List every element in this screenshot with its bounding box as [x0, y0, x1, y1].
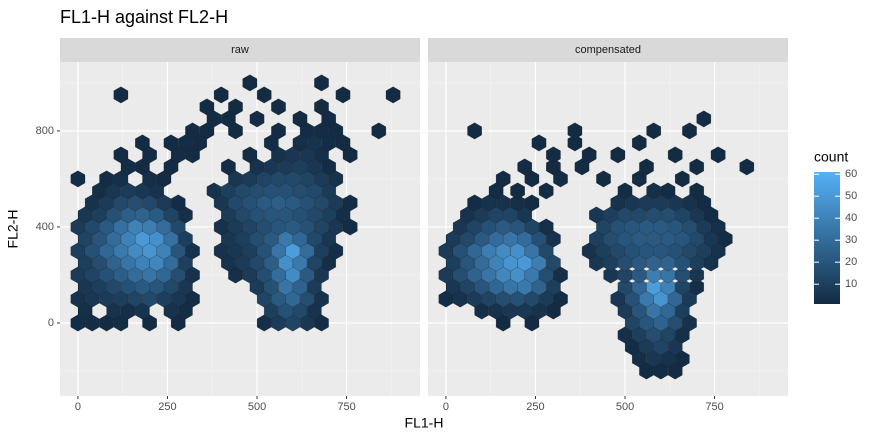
hex-bin	[271, 98, 286, 116]
strip-label: compensated	[575, 44, 641, 56]
hex-bin	[371, 122, 387, 140]
hex-bin	[170, 194, 186, 212]
x-tick-label: 250	[158, 401, 176, 413]
hex-bin	[524, 194, 540, 212]
hex-bin	[199, 98, 215, 116]
x-tick-label: 750	[337, 401, 355, 413]
hex-bin	[689, 278, 704, 296]
y-axis-title: FL2-H	[5, 210, 21, 249]
hex-bin	[632, 134, 647, 152]
legend-title: count	[814, 149, 848, 165]
hex-bin	[517, 158, 532, 176]
hex-bin	[163, 134, 179, 152]
y-tick-label: 400	[36, 221, 54, 233]
hex-bin	[567, 134, 583, 152]
hex-bin	[538, 218, 554, 236]
hex-bin	[113, 146, 129, 164]
hex-bin	[228, 98, 243, 116]
hex-bin	[739, 158, 755, 176]
y-tick-label: 0	[48, 317, 54, 329]
x-tick-label: 500	[248, 401, 266, 413]
hex-bin	[675, 278, 690, 296]
hex-bin	[242, 74, 258, 92]
x-tick-label: 250	[526, 401, 544, 413]
hex-bin	[335, 86, 351, 104]
hex-bin	[610, 146, 626, 164]
legend-tick-label: 30	[845, 234, 857, 246]
hex-bin	[632, 278, 647, 296]
hex-bin	[242, 146, 258, 164]
hex-bin	[292, 110, 308, 128]
hex-bin	[689, 158, 704, 176]
x-axis-title: FL1-H	[405, 415, 444, 431]
hex-bin	[675, 170, 690, 188]
panel	[60, 62, 420, 396]
legend-tick-label: 50	[845, 190, 857, 202]
x-tick-label: 0	[75, 401, 81, 413]
legend-tick-label: 60	[845, 168, 857, 180]
hex-bin	[689, 182, 704, 200]
hex-bin	[510, 182, 525, 200]
hex-bin	[249, 110, 265, 128]
hex-bin	[646, 122, 661, 140]
hex-bin	[113, 86, 129, 104]
hex-bin	[567, 122, 583, 140]
panel	[428, 62, 788, 396]
hex-bin	[531, 134, 547, 152]
hex-bin	[689, 266, 704, 284]
hex-bin	[596, 170, 611, 188]
hex-bin	[581, 146, 597, 164]
hex-bin	[696, 110, 712, 128]
hex-bin	[135, 134, 150, 152]
hex-bin	[314, 74, 329, 92]
colorbar	[814, 172, 840, 304]
hex-bin	[213, 86, 229, 104]
hex-bin	[660, 182, 676, 200]
hex-bin	[710, 146, 726, 164]
hex-bin	[206, 182, 222, 200]
chart-title: FL1-H against FL2-H	[60, 7, 228, 27]
hex-bin	[342, 194, 358, 212]
legend-tick-label: 40	[845, 212, 857, 224]
x-tick-label: 500	[616, 401, 634, 413]
hex-bin	[538, 182, 554, 200]
hex-bin	[70, 170, 86, 188]
hex-bin	[546, 146, 561, 164]
hex-bin	[667, 146, 683, 164]
strip	[60, 38, 420, 62]
hex-bin	[632, 266, 647, 284]
hex-bin	[639, 158, 654, 176]
hex-bin	[271, 122, 286, 140]
hex-bin	[385, 86, 401, 104]
hex-bin	[256, 86, 272, 104]
hex-bin	[314, 98, 329, 116]
strip-label: raw	[231, 44, 249, 56]
legend-tick-label: 20	[845, 256, 857, 268]
hex-bin	[617, 182, 633, 200]
x-tick-label: 750	[705, 401, 723, 413]
legend-tick-label: 10	[845, 278, 857, 290]
hex-bin	[546, 158, 561, 176]
hex-bin	[185, 122, 200, 140]
hex-bin	[467, 122, 482, 140]
strip	[428, 38, 788, 62]
hex-bin	[221, 158, 236, 176]
hex-bin	[682, 122, 697, 140]
hex-bin	[675, 266, 690, 284]
y-tick-label: 800	[36, 125, 54, 137]
x-tick-label: 0	[443, 401, 449, 413]
hex-bin	[495, 170, 511, 188]
